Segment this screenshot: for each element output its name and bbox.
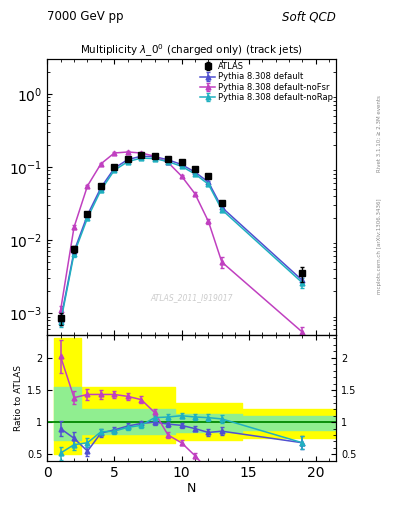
Text: Rivet 3.1.10; ≥ 2.3M events: Rivet 3.1.10; ≥ 2.3M events [377,95,382,172]
Text: mcplots.cern.ch [arXiv:1306.3436]: mcplots.cern.ch [arXiv:1306.3436] [377,198,382,293]
Text: 7000 GeV pp: 7000 GeV pp [47,10,124,23]
Y-axis label: Ratio to ATLAS: Ratio to ATLAS [14,365,23,431]
X-axis label: N: N [187,482,196,496]
Text: ATLAS_2011_I919017: ATLAS_2011_I919017 [151,293,233,302]
Legend: ATLAS, Pythia 8.308 default, Pythia 8.308 default-noFsr, Pythia 8.308 default-no: ATLAS, Pythia 8.308 default, Pythia 8.30… [199,61,334,103]
Text: Soft QCD: Soft QCD [282,10,336,23]
Title: Multiplicity $\lambda\_0^0$ (charged only) (track jets): Multiplicity $\lambda\_0^0$ (charged onl… [80,42,303,59]
